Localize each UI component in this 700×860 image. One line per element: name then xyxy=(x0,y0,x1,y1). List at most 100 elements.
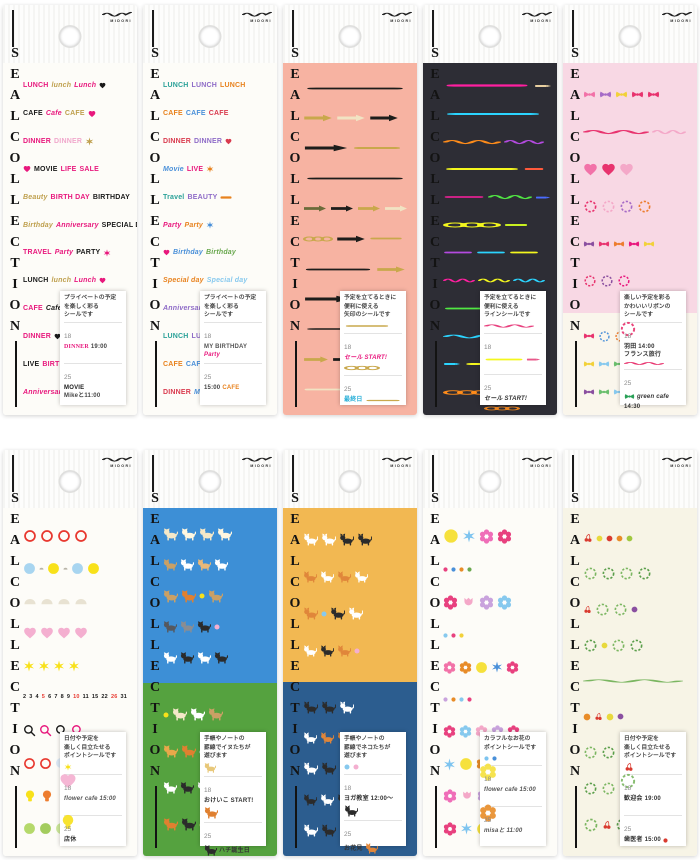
circle-icon xyxy=(443,633,448,638)
caption-text: 日付や予定を xyxy=(624,736,659,742)
wave-icon xyxy=(504,137,544,147)
sticker-word: 最終日 xyxy=(344,397,363,404)
circle-icon xyxy=(467,567,472,572)
sticker-row: Beauty BIRTH DAY BIRTHDAY xyxy=(23,190,134,204)
dog-icon xyxy=(163,620,177,634)
day-wrap: 18 xyxy=(484,336,500,351)
sticker-word: Party xyxy=(163,221,182,229)
wreath-icon xyxy=(595,602,610,617)
day-cell: 25 15:00 CAFE xyxy=(204,363,262,402)
circle-icon xyxy=(451,633,456,638)
day-cell: 18 flower cafe 15:00 xyxy=(484,765,542,804)
cat-icon xyxy=(303,823,318,838)
hang-line xyxy=(292,10,294,47)
day-number: 25 xyxy=(344,386,352,394)
day-number: 18 xyxy=(624,785,632,793)
bow-icon xyxy=(615,88,628,101)
sticker-word: LUNCH xyxy=(191,82,217,90)
brand-logo: MIDORI xyxy=(102,455,132,468)
circle-icon xyxy=(163,712,169,718)
dog-icon xyxy=(163,651,177,665)
cat-icon xyxy=(321,823,336,838)
pencil-icon xyxy=(534,81,552,91)
sticker-section xyxy=(283,508,417,682)
cat-icon xyxy=(303,644,317,658)
wreath-icon xyxy=(617,274,631,288)
sticker-sheet-schedule-words-color[interactable]: MIDORI LUNCH LUNCH LUNCH CAFE CAFE CAFE DINNER D… xyxy=(143,5,277,415)
sticker-sheet-neon-lines[interactable]: MIDORI S E A L C O L L E C T I O N 予定を立てるときに 便利に使える ラインシー… xyxy=(423,5,557,415)
sticker-row xyxy=(23,659,134,673)
wave-icon xyxy=(652,127,686,137)
cat-icon xyxy=(321,761,336,776)
sticker-row xyxy=(443,135,554,149)
sticker-sheet-flowers[interactable]: MIDORI S E A L C O L L E C T I O N カラフルなお花の ポイントシールです 18 f… xyxy=(423,450,557,856)
sticker-word: lunch xyxy=(51,277,72,285)
sticker-word: Special day xyxy=(206,277,248,285)
wreath-icon xyxy=(613,602,628,617)
cat-icon xyxy=(344,804,358,818)
cherry-icon xyxy=(583,605,592,614)
cat-icon xyxy=(348,606,363,621)
day-cell: 25 お花見 xyxy=(344,820,402,856)
heart-icon xyxy=(99,277,106,284)
bar-icon xyxy=(504,221,528,229)
dog-icon xyxy=(199,527,214,542)
sticker-row xyxy=(443,162,554,176)
arrow-icon xyxy=(336,112,366,124)
brand-name: MIDORI xyxy=(390,19,412,23)
day-cell: 18 MY BIRTHDAY Party xyxy=(204,322,262,361)
circle-icon xyxy=(23,822,36,835)
caption-decoration xyxy=(64,762,122,772)
sticker-row xyxy=(583,88,694,102)
sticker-row xyxy=(583,531,694,545)
sticker-sheet-dogs[interactable]: MIDORI S E A L C O L L E C T I O N 手帳やノートの 罫線でイヌたちが 遊びます 1… xyxy=(143,450,277,856)
sticker-sheet-schedule-words-pink[interactable]: MIDORI LUNCH lunch Lunch CAFE Cafe CAFE DINNER D… xyxy=(3,5,137,415)
caption-text: ポイントシールです xyxy=(484,744,537,751)
circle-icon xyxy=(443,697,448,702)
bow-icon xyxy=(583,330,595,342)
hang-hole xyxy=(59,26,81,47)
sticker-word: lunch xyxy=(51,82,72,90)
dog-icon xyxy=(163,781,177,795)
caption-text: シールです xyxy=(64,312,93,319)
sparkle-icon xyxy=(85,137,94,146)
flower-icon xyxy=(497,529,512,544)
bar-icon xyxy=(365,398,401,403)
sticker-sheet-arrows-black-gold[interactable]: MIDORI S E A L C O L L E C T I O N 予定を立てるときに 便利に使える 矢印のシー… xyxy=(283,5,417,415)
day-note: 店休 xyxy=(64,837,122,843)
sticker-row: LUNCH LUNCH LUNCH xyxy=(163,79,274,93)
day-wrap: 18 xyxy=(344,336,360,351)
sticker-word: Birthday xyxy=(206,249,236,257)
dog-icon xyxy=(204,806,218,820)
sticker-row xyxy=(303,141,414,155)
bow-icon xyxy=(599,88,612,101)
loop-icon xyxy=(484,404,520,413)
sticker-word: 7 xyxy=(54,694,58,701)
sticker-sheet-fruit-wreaths[interactable]: MIDORI S E A L C O L L E C T I O N 日付や予定を 楽しく目立たせる ポイントシー… xyxy=(563,450,697,856)
ring-icon xyxy=(23,757,36,770)
sticker-word: 10 xyxy=(73,694,80,701)
flower-icon xyxy=(479,595,494,610)
vertical-title-letter: S xyxy=(431,491,439,506)
magnifier-icon xyxy=(39,724,52,737)
hang-hole xyxy=(479,471,501,492)
caption-text: 楽しい予定を彩る xyxy=(624,295,671,301)
sticker-row xyxy=(163,527,274,542)
pencil-icon xyxy=(526,355,541,364)
brand-squiggle-icon xyxy=(662,10,692,18)
day-cell: 25 歯医者 15:00 xyxy=(624,815,682,854)
caption-decoration xyxy=(344,321,402,331)
sticker-sheet-ribbons[interactable]: MIDORI S E A L C O L L E C T I O N 楽しい予定を彩る かわいいリボンの シールで… xyxy=(563,5,697,415)
circle-icon xyxy=(626,535,633,542)
circle-icon xyxy=(475,661,488,674)
day-wrap: 18 xyxy=(624,777,640,793)
dome-icon xyxy=(74,594,88,608)
arrow-icon xyxy=(357,203,381,214)
day-number: 25 xyxy=(64,826,72,834)
sticker-word: おけいこ START! xyxy=(204,798,254,805)
sticker-sheet-point-marks[interactable]: MIDORI 2 3 4 5 6 7 8 9 10 11 15 22 26 31 S E A L C O L L E C T I O N… xyxy=(3,450,137,856)
sticker-word: TRAVEL xyxy=(23,249,52,257)
day-wrap: 18 xyxy=(64,325,80,340)
circle-icon xyxy=(47,562,60,575)
sticker-sheet-cats[interactable]: MIDORI S E A L C O L L E C T I O N 手帳やノートの 罫線でネコたちが 遊びます 1… xyxy=(283,450,417,856)
